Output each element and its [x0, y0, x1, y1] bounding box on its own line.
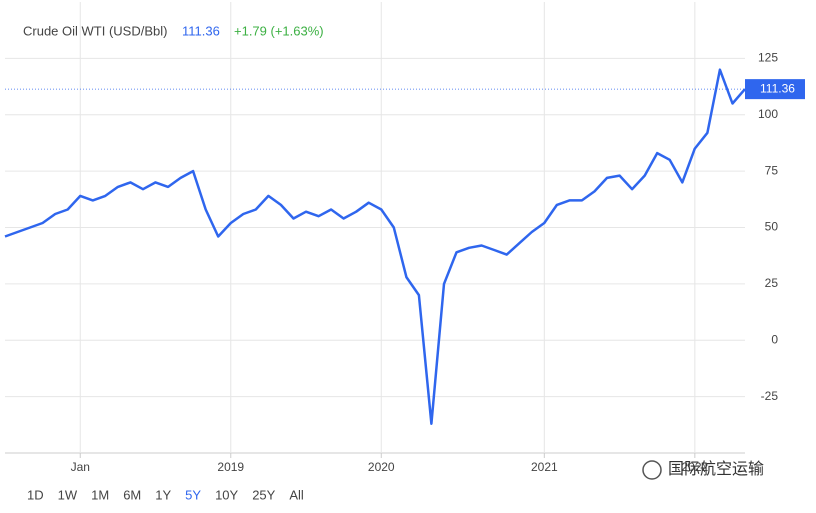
range-button[interactable]: 1M: [91, 487, 109, 502]
x-tick-label: Jan: [71, 460, 90, 474]
range-button[interactable]: 1W: [58, 487, 78, 502]
price-line: [4, 68, 746, 425]
price-change: +1.79 (+1.63%): [234, 23, 324, 38]
y-tick-label: 100: [758, 107, 778, 121]
price-tag-label: 111.36: [760, 81, 795, 95]
range-button[interactable]: 6M: [123, 487, 141, 502]
last-price: 111.36: [182, 23, 220, 38]
x-tick-label: 2021: [531, 460, 558, 474]
range-button[interactable]: 1Y: [155, 487, 171, 502]
y-tick-label: -25: [761, 389, 779, 403]
range-button[interactable]: 1D: [27, 487, 44, 502]
watermark-icon: [642, 460, 662, 480]
x-tick-label: 2020: [368, 460, 395, 474]
y-tick-label: 125: [758, 51, 778, 65]
chart-title: Crude Oil WTI (USD/Bbl): [23, 23, 167, 38]
range-button[interactable]: 10Y: [215, 487, 238, 502]
y-tick-label: 0: [771, 332, 778, 346]
y-tick-label: 50: [765, 220, 779, 234]
x-tick-label: 2019: [217, 460, 244, 474]
price-tag: [745, 79, 805, 100]
range-button[interactable]: 5Y: [185, 487, 201, 502]
x-tick-label: 2022: [681, 460, 708, 474]
y-tick-label: 75: [765, 163, 779, 177]
range-button[interactable]: All: [289, 487, 304, 502]
watermark: 国际航空运输: [668, 460, 764, 478]
range-button[interactable]: 25Y: [252, 487, 275, 502]
y-tick-label: 25: [765, 276, 779, 290]
